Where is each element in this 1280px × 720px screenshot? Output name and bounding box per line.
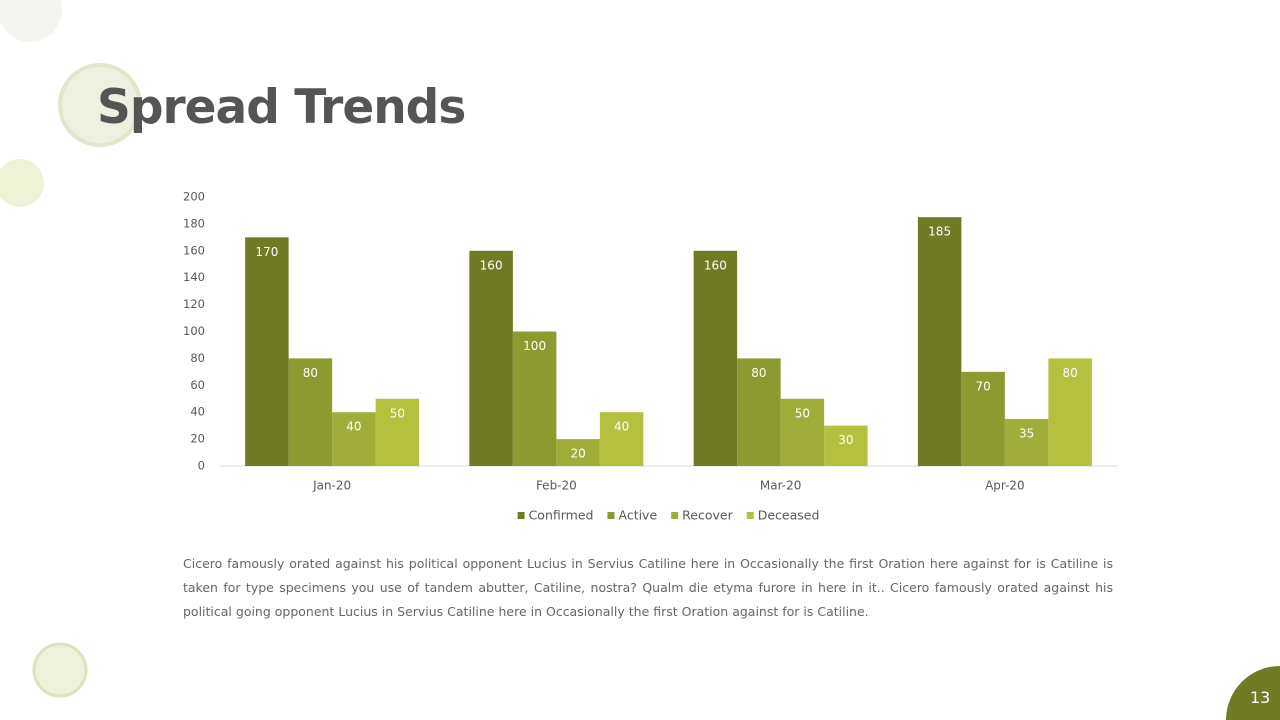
data-label: 100 bbox=[523, 339, 546, 353]
data-label: 40 bbox=[614, 420, 629, 434]
y-tick-label: 120 bbox=[183, 297, 205, 311]
data-label: 185 bbox=[928, 225, 951, 239]
y-tick-label: 160 bbox=[183, 243, 205, 257]
data-label: 20 bbox=[570, 447, 585, 461]
legend-label: Confirmed bbox=[529, 508, 594, 523]
virus-icon bbox=[0, 0, 62, 42]
page-badge: 13 bbox=[1226, 666, 1280, 720]
bar bbox=[961, 371, 1005, 466]
virus-icon bbox=[32, 642, 88, 698]
bar bbox=[693, 250, 738, 466]
bar bbox=[737, 358, 781, 466]
legend-label: Active bbox=[618, 508, 657, 523]
data-label: 50 bbox=[390, 406, 405, 420]
bar bbox=[1004, 418, 1049, 466]
chart: 0 20 40 60 80 100 120 140 160 180 200 Jan-20 170 80 40… bbox=[183, 190, 1117, 523]
slide-title: Spread Trends bbox=[97, 80, 466, 135]
legend-swatch bbox=[517, 512, 525, 519]
data-label: 30 bbox=[838, 433, 853, 447]
bar bbox=[332, 412, 376, 466]
data-label: 160 bbox=[704, 258, 727, 272]
data-label: 40 bbox=[346, 420, 361, 434]
legend-swatch bbox=[607, 512, 615, 519]
bar bbox=[245, 237, 289, 466]
data-label: 80 bbox=[751, 366, 766, 380]
bar bbox=[375, 398, 420, 466]
data-label: 160 bbox=[480, 258, 503, 272]
data-label: 80 bbox=[1062, 366, 1077, 380]
data-label: 35 bbox=[1019, 426, 1034, 440]
y-tick-label: 200 bbox=[183, 190, 205, 204]
bar bbox=[917, 217, 962, 466]
bar bbox=[469, 250, 513, 466]
x-tick-label: Mar-20 bbox=[760, 479, 801, 493]
legend-label: Deceased bbox=[758, 508, 820, 523]
y-tick-label: 180 bbox=[183, 216, 205, 230]
x-tick-label: Apr-20 bbox=[985, 479, 1025, 493]
virus-icon bbox=[0, 159, 44, 207]
y-tick-label: 20 bbox=[190, 432, 205, 446]
legend-swatch bbox=[746, 512, 754, 519]
y-tick-label: 140 bbox=[183, 270, 205, 284]
decoration bbox=[0, 0, 142, 698]
y-tick-label: 100 bbox=[183, 324, 205, 338]
bar bbox=[824, 425, 868, 466]
bar bbox=[288, 358, 333, 466]
x-tick-label: Feb-20 bbox=[536, 479, 577, 493]
bar bbox=[512, 331, 557, 466]
body-text: Cicero famously orated against his polit… bbox=[183, 556, 1113, 619]
y-tick-label: 40 bbox=[190, 405, 205, 419]
page-number: 13 bbox=[1250, 688, 1271, 707]
y-tick-label: 60 bbox=[190, 378, 205, 392]
y-tick-label: 80 bbox=[190, 351, 205, 365]
legend-swatch bbox=[671, 512, 679, 519]
y-tick-label: 0 bbox=[198, 459, 205, 473]
data-label: 80 bbox=[303, 366, 318, 380]
bar bbox=[599, 412, 644, 466]
data-label: 70 bbox=[975, 379, 990, 393]
data-label: 170 bbox=[255, 245, 278, 259]
x-tick-label: Jan-20 bbox=[312, 479, 351, 493]
virus-icon bbox=[58, 63, 142, 147]
bar bbox=[1048, 358, 1092, 466]
legend-label: Recover bbox=[682, 508, 733, 523]
bar bbox=[780, 398, 825, 466]
data-label: 50 bbox=[795, 406, 810, 420]
bar bbox=[556, 439, 600, 466]
